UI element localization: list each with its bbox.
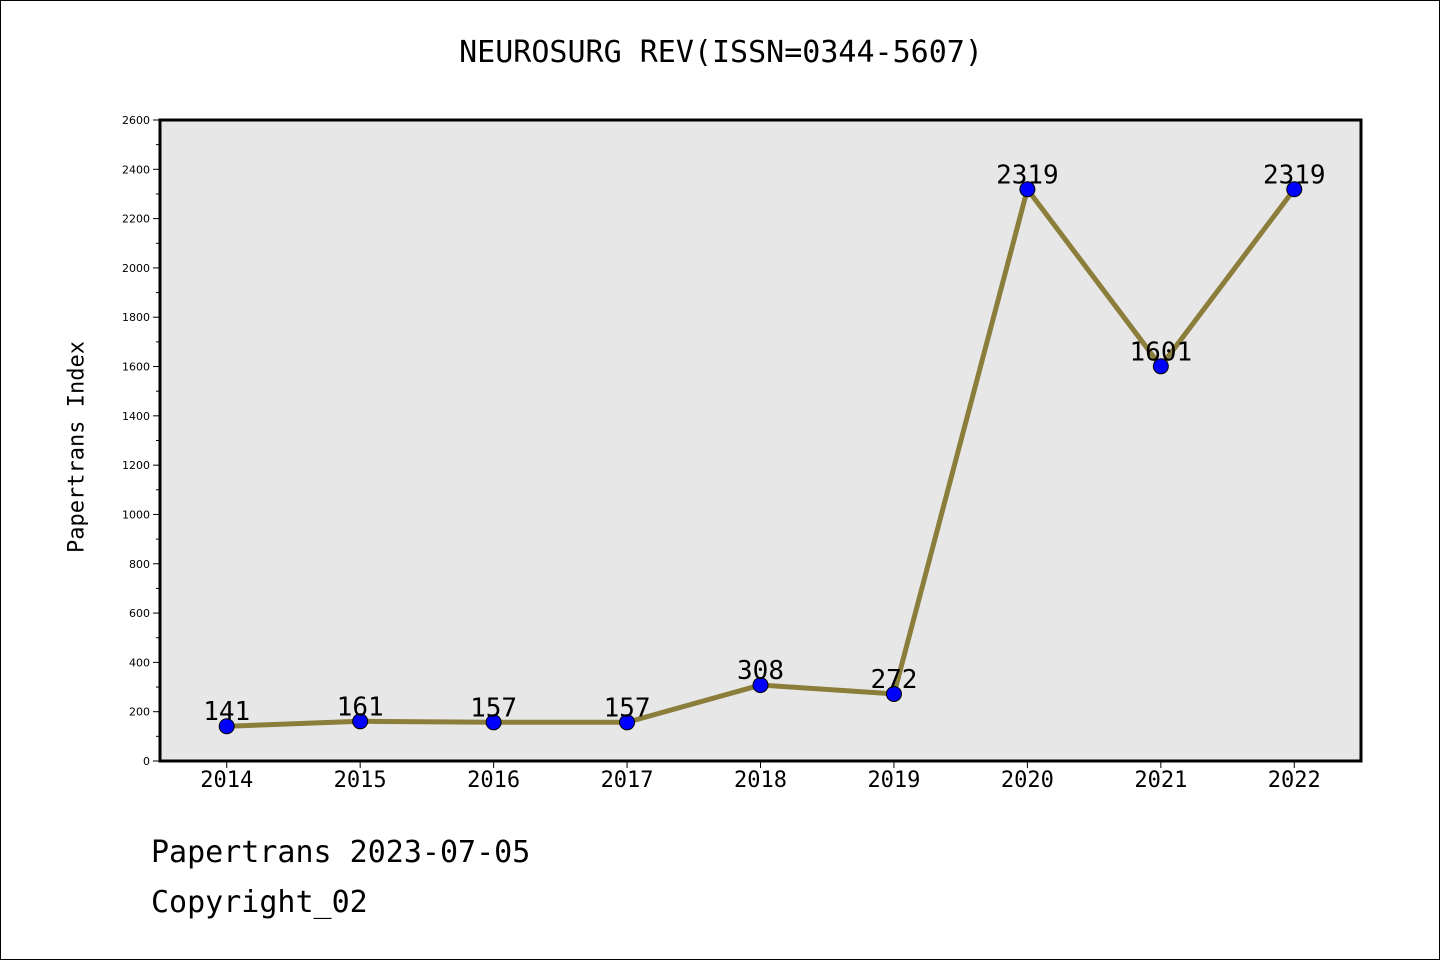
data-point — [752, 677, 769, 694]
plot-border — [158, 118, 1363, 763]
footer-copyright: Copyright_02 — [151, 885, 368, 920]
y-tick-label: 2400 — [122, 163, 150, 176]
y-tick-label: 1200 — [122, 459, 150, 472]
x-tick-label: 2014 — [200, 768, 253, 793]
y-tick-label: 400 — [129, 656, 150, 669]
x-tick-label: 2018 — [734, 768, 787, 793]
data-point — [885, 685, 902, 702]
data-point — [1019, 181, 1036, 198]
data-label: 272 — [870, 665, 917, 695]
data-point — [485, 714, 502, 731]
y-tick-label: 0 — [143, 755, 150, 768]
y-tick-label: 2200 — [122, 213, 150, 226]
x-tick-label: 2016 — [467, 768, 520, 793]
x-tick-label: 2022 — [1268, 768, 1321, 793]
data-point — [1286, 181, 1303, 198]
y-tick-label: 2000 — [122, 262, 150, 275]
data-point — [619, 714, 636, 731]
data-label: 2319 — [996, 160, 1059, 190]
y-tick-label: 600 — [129, 607, 150, 620]
data-label: 161 — [337, 692, 384, 722]
y-tick-label: 1800 — [122, 311, 150, 324]
x-tick-label: 2019 — [867, 768, 920, 793]
x-tick-label: 2021 — [1134, 768, 1187, 793]
y-tick-label: 1000 — [122, 508, 150, 521]
data-label: 157 — [604, 693, 651, 723]
x-tick-label: 2017 — [601, 768, 654, 793]
data-point — [352, 713, 369, 730]
y-tick-label: 200 — [129, 706, 150, 719]
y-tick-label: 1400 — [122, 410, 150, 423]
data-label: 1601 — [1130, 337, 1193, 367]
plot-area — [160, 120, 1361, 761]
data-label: 157 — [470, 693, 517, 723]
data-label: 141 — [203, 697, 250, 727]
y-tick-label: 800 — [129, 558, 150, 571]
y-tick-label: 1600 — [122, 361, 150, 374]
data-label: 308 — [737, 656, 784, 686]
data-label: 2319 — [1263, 160, 1326, 190]
x-tick-label: 2020 — [1001, 768, 1054, 793]
y-tick-label: 2600 — [122, 114, 150, 127]
chart-title: NEUROSURG REV(ISSN=0344-5607) — [459, 35, 983, 70]
data-point — [218, 718, 235, 735]
data-point — [1152, 358, 1169, 375]
footer-date: Papertrans 2023-07-05 — [151, 835, 531, 870]
x-tick-label: 2015 — [334, 768, 387, 793]
